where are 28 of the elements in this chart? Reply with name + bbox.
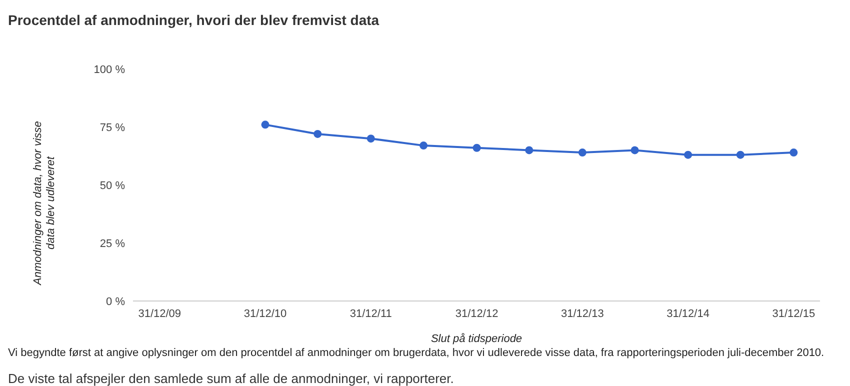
point [314,130,322,138]
point [578,148,586,157]
x-tick-label: 31/12/15 [772,308,816,320]
text: Vi begyndte først at angive oplysninger om den procentdel af anmodninger om brugerdata, hvor vi udleverede visse data, fra rapporteringsperioden juli-december 2010. [8,346,826,360]
point [472,144,481,152]
chart-title: Procentdel af anmodninger, hvori der blev fremvist data [8,11,380,30]
x-axis-title: Slut på tidsperiode [430,333,522,345]
x-tick-label: 31/12/14 [666,308,710,320]
x-tick-label: 31/12/10 [244,308,287,320]
point [525,146,534,154]
point [736,150,744,159]
point [684,150,692,159]
y-tick-label: 50 % [100,180,126,192]
text: De viste tal afspejler den samlede sum af alle de anmodninger, vi rapporterer. [8,370,455,386]
point [630,146,639,154]
x-tick-label: 31/12/09 [138,308,182,320]
x-tick-label: 31/12/11 [350,308,392,320]
y-axis-title: Anmodninger om data, hvor visse data blev udleveret [32,120,58,288]
point [366,134,375,143]
point [261,120,270,129]
y-tick-label: 75 % [100,122,126,134]
x-tick-label: 31/12/13 [561,308,604,320]
x-tick-label: 31/12/12 [455,308,498,320]
y-tick-label: 25 % [100,238,126,250]
point [420,142,428,150]
y-tick-label: 100 % [94,64,126,76]
y-tick-label: 0 % [106,296,126,308]
point [790,148,798,157]
